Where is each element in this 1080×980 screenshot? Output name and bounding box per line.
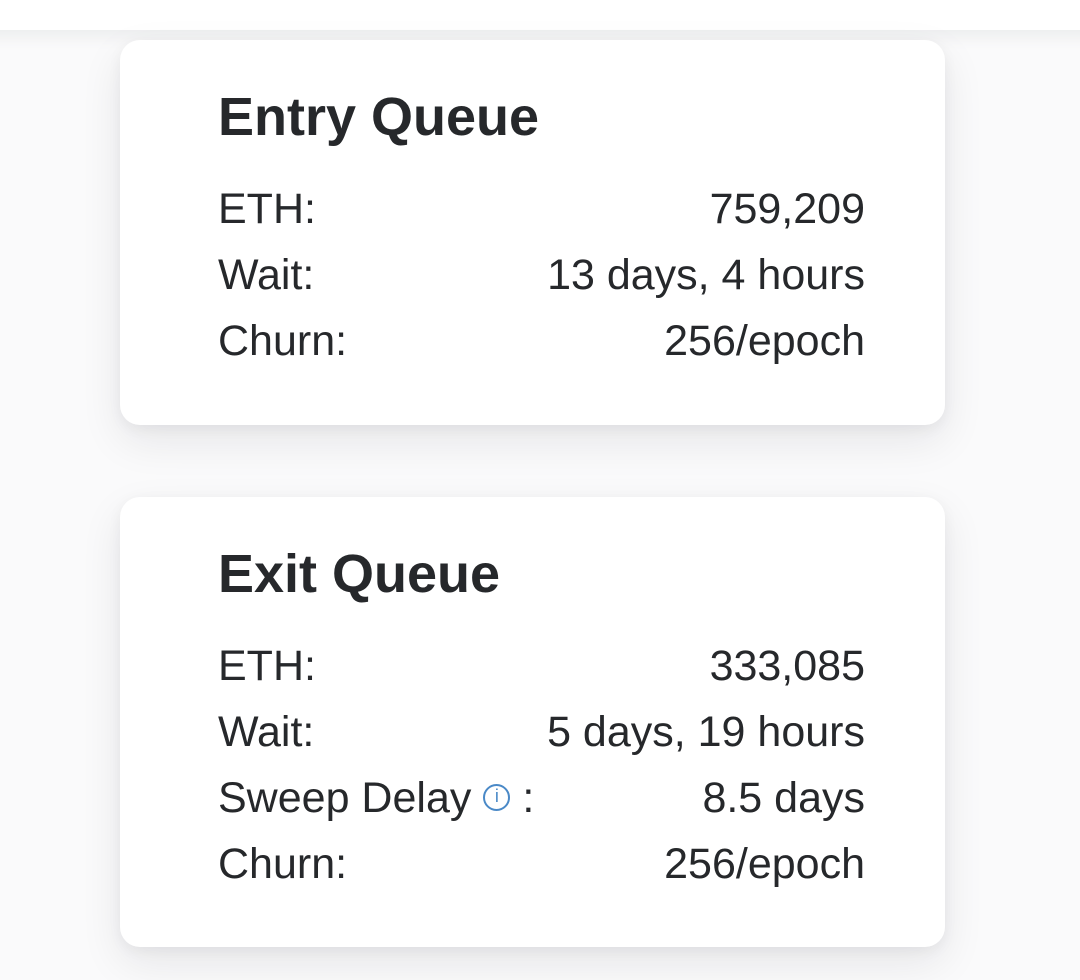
exit-queue-card: Exit Queue ETH: 333,085 Wait: 5 days, 19… xyxy=(120,497,945,947)
stat-row-churn: Churn: 256/epoch xyxy=(218,308,865,374)
stat-value: 759,209 xyxy=(709,185,865,233)
stat-label: ETH: xyxy=(218,185,316,233)
stat-row-eth: ETH: 333,085 xyxy=(218,633,865,699)
stat-label: Wait: xyxy=(218,251,315,299)
entry-queue-title: Entry Queue xyxy=(218,87,540,147)
sweep-delay-label-colon: : xyxy=(522,774,535,822)
stat-value: 8.5 days xyxy=(702,774,865,822)
previous-card-bottom-edge xyxy=(0,0,1080,30)
stat-label: Wait: xyxy=(218,708,315,756)
stat-value: 256/epoch xyxy=(664,317,865,365)
exit-queue-stats: ETH: 333,085 Wait: 5 days, 19 hours Swee… xyxy=(218,633,865,897)
entry-queue-card: Entry Queue ETH: 759,209 Wait: 13 days, … xyxy=(120,40,945,425)
stat-value: 256/epoch xyxy=(664,840,865,888)
stat-row-eth: ETH: 759,209 xyxy=(218,176,865,242)
stat-label: Churn: xyxy=(218,840,348,888)
stat-row-wait: Wait: 13 days, 4 hours xyxy=(218,242,865,308)
stat-label: Sweep Delay i: xyxy=(218,765,534,831)
stat-value: 333,085 xyxy=(709,642,865,690)
stat-value: 5 days, 19 hours xyxy=(547,708,865,756)
stat-label: Churn: xyxy=(218,317,348,365)
stat-row-churn: Churn: 256/epoch xyxy=(218,831,865,897)
stat-row-sweep-delay: Sweep Delay i: 8.5 days xyxy=(218,765,865,831)
stat-value: 13 days, 4 hours xyxy=(547,251,865,299)
info-icon[interactable]: i xyxy=(483,784,511,811)
sweep-delay-label-text: Sweep Delay xyxy=(218,774,472,822)
exit-queue-title: Exit Queue xyxy=(218,544,501,604)
stat-label: ETH: xyxy=(218,642,316,690)
stat-row-wait: Wait: 5 days, 19 hours xyxy=(218,699,865,765)
entry-queue-stats: ETH: 759,209 Wait: 13 days, 4 hours Chur… xyxy=(218,176,865,374)
